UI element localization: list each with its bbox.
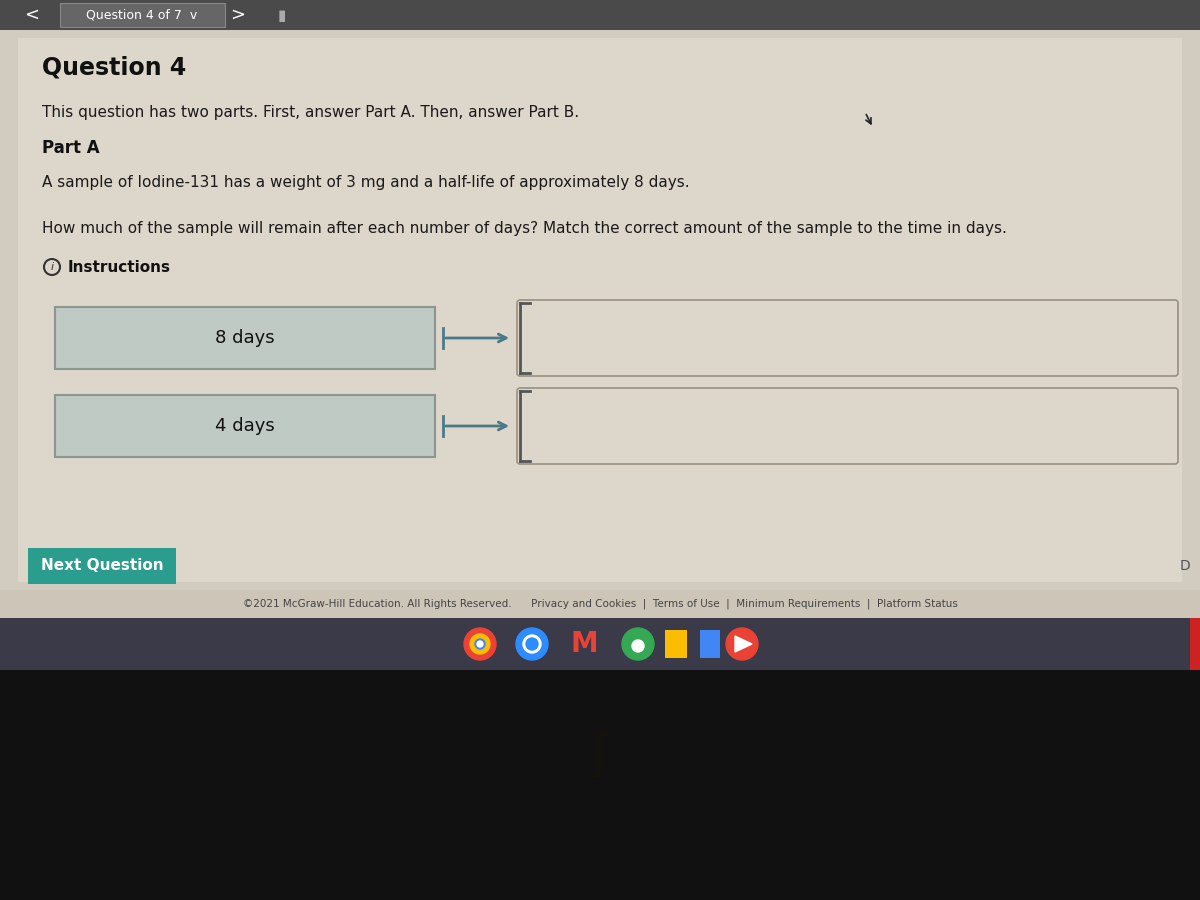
Text: i: i <box>50 262 54 272</box>
Bar <box>665 630 686 658</box>
Text: 4 days: 4 days <box>215 417 275 435</box>
FancyBboxPatch shape <box>517 300 1178 376</box>
Text: D: D <box>1180 559 1190 573</box>
Text: This question has two parts. First, answer Part A. Then, answer Part B.: This question has two parts. First, answ… <box>42 104 580 120</box>
Text: ʃ: ʃ <box>592 731 608 779</box>
Circle shape <box>464 628 496 660</box>
Bar <box>0 0 1200 30</box>
Bar <box>0 590 1200 618</box>
Circle shape <box>516 628 548 660</box>
Circle shape <box>726 628 758 660</box>
Polygon shape <box>734 636 752 652</box>
Circle shape <box>622 628 654 660</box>
Bar <box>0 618 1200 670</box>
Bar <box>0 670 1200 900</box>
Circle shape <box>632 640 644 652</box>
Circle shape <box>475 639 485 649</box>
Bar <box>60 3 226 27</box>
Circle shape <box>478 641 482 647</box>
Text: ▮: ▮ <box>278 7 286 22</box>
FancyBboxPatch shape <box>517 388 1178 464</box>
Text: 8 days: 8 days <box>215 329 275 347</box>
Bar <box>28 548 176 584</box>
Text: >: > <box>230 6 246 24</box>
Text: Question 4 of 7  v: Question 4 of 7 v <box>86 8 198 22</box>
Text: M: M <box>570 630 598 658</box>
Bar <box>18 38 1182 582</box>
Text: How much of the sample will remain after each number of days? Match the correct : How much of the sample will remain after… <box>42 220 1007 236</box>
Circle shape <box>523 635 541 653</box>
Text: Question 4: Question 4 <box>42 56 186 80</box>
Text: <: < <box>24 6 40 24</box>
Bar <box>700 630 720 658</box>
Bar <box>55 395 436 457</box>
Bar <box>55 307 436 369</box>
Circle shape <box>526 638 538 650</box>
Text: Instructions: Instructions <box>68 259 172 274</box>
Text: Part A: Part A <box>42 139 100 157</box>
Circle shape <box>470 634 490 654</box>
Text: ©2021 McGraw-Hill Education. All Rights Reserved.      Privacy and Cookies  |  T: ©2021 McGraw-Hill Education. All Rights … <box>242 598 958 609</box>
Text: A sample of Iodine-131 has a weight of 3 mg and a half-life of approximately 8 d: A sample of Iodine-131 has a weight of 3… <box>42 176 690 191</box>
Text: Next Question: Next Question <box>41 559 163 573</box>
Bar <box>0 30 1200 590</box>
Bar <box>1190 618 1200 670</box>
